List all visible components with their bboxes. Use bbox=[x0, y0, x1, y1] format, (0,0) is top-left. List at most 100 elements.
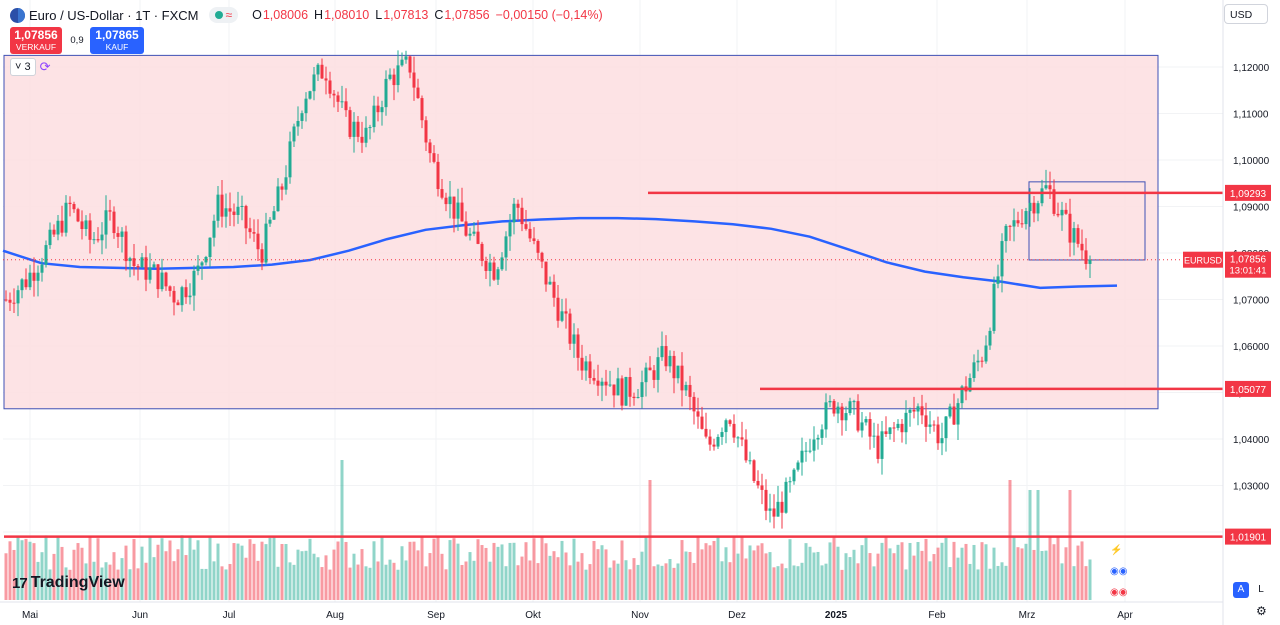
indicators-toggle[interactable]: ˅ 3 ⟳ bbox=[10, 58, 51, 76]
candle-body bbox=[488, 262, 492, 271]
auto-scale-button[interactable]: A bbox=[1233, 582, 1249, 598]
candle-body bbox=[1080, 243, 1084, 251]
volume-bar bbox=[60, 546, 64, 600]
candle-body bbox=[232, 211, 236, 215]
candle-body bbox=[180, 287, 184, 306]
candle-body bbox=[660, 346, 664, 358]
candle-body bbox=[996, 276, 1000, 284]
candle-body bbox=[580, 357, 584, 371]
rectangle-zone bbox=[3, 54, 1159, 410]
us-event-icon[interactable]: ◉◉ bbox=[1110, 587, 1128, 598]
candle-body bbox=[736, 437, 740, 439]
log-scale-button[interactable]: L bbox=[1258, 584, 1264, 595]
candle-body bbox=[820, 429, 824, 438]
candle-body bbox=[356, 121, 360, 137]
candle-body bbox=[668, 355, 672, 367]
buy-button[interactable]: 1,07865 KAUF bbox=[90, 27, 144, 54]
change-value: −0,00150 (−0,14%) bbox=[495, 8, 603, 22]
volume-bar bbox=[600, 545, 604, 600]
candle-body bbox=[220, 194, 224, 217]
candle-body bbox=[636, 397, 640, 399]
candle-body bbox=[324, 78, 328, 81]
time-tick-label: Jun bbox=[132, 610, 148, 621]
volume-bar bbox=[812, 552, 816, 600]
volume-bar bbox=[684, 551, 688, 600]
candle-body bbox=[48, 229, 52, 246]
candle-body bbox=[504, 236, 508, 258]
candle-body bbox=[160, 272, 164, 290]
sell-button[interactable]: 1,07856 VERKAUF bbox=[10, 27, 62, 54]
candle-body bbox=[628, 377, 632, 397]
currency-selector[interactable]: USD bbox=[1224, 4, 1268, 24]
indicators-count[interactable]: ˅ 3 bbox=[10, 58, 36, 76]
candle-body bbox=[1016, 220, 1020, 224]
volume-bar bbox=[756, 545, 760, 600]
volume-bar bbox=[224, 569, 228, 600]
candle-body bbox=[132, 258, 136, 267]
volume-bar bbox=[232, 543, 236, 600]
candle-body bbox=[740, 437, 744, 440]
time-tick-label: Mai bbox=[22, 610, 38, 621]
volume-bar bbox=[852, 549, 856, 600]
candle-body bbox=[728, 420, 732, 424]
candle-body bbox=[212, 220, 216, 238]
candle-body bbox=[768, 508, 772, 511]
volume-bar bbox=[1008, 480, 1012, 600]
candle-body bbox=[416, 87, 420, 99]
refresh-icon[interactable]: ⟳ bbox=[39, 59, 51, 74]
tradingview-logo[interactable]: 17 TradingView bbox=[12, 574, 125, 592]
volume-bar bbox=[12, 549, 16, 600]
market-status-badge[interactable]: ≈ bbox=[208, 7, 239, 23]
candle-body bbox=[572, 334, 576, 344]
candle-body bbox=[856, 401, 860, 431]
volume-bar bbox=[928, 561, 932, 600]
volume-bar bbox=[364, 566, 368, 600]
candle-body bbox=[256, 233, 260, 250]
gear-icon[interactable]: ⚙ bbox=[1256, 604, 1267, 618]
candle-body bbox=[576, 334, 580, 358]
candle-body bbox=[976, 360, 980, 363]
candle-body bbox=[776, 501, 780, 517]
candle-body bbox=[300, 113, 304, 121]
volume-bar bbox=[784, 568, 788, 600]
price-tick-label: 1,12000 bbox=[1233, 63, 1270, 74]
level-tag bbox=[1225, 528, 1271, 545]
volume-bar bbox=[440, 553, 444, 600]
volume-bar bbox=[332, 549, 336, 600]
candle-body bbox=[428, 142, 432, 154]
candle-body bbox=[972, 362, 976, 379]
candle-body bbox=[688, 384, 692, 397]
volume-bar bbox=[564, 552, 568, 600]
candle-body bbox=[36, 272, 40, 281]
volume-bar bbox=[612, 560, 616, 600]
candle-body bbox=[172, 290, 176, 303]
symbol-title[interactable]: Euro / US-Dollar · 1T · FXCM bbox=[29, 7, 199, 23]
candle-body bbox=[440, 189, 444, 198]
candle-body bbox=[480, 243, 484, 261]
volume-bar bbox=[876, 553, 880, 600]
economic-event-icon[interactable]: ◉◉ bbox=[1110, 566, 1128, 577]
volume-bar bbox=[112, 552, 116, 600]
candle-body bbox=[656, 357, 660, 380]
volume-bar bbox=[664, 563, 668, 600]
candle-body bbox=[136, 266, 140, 268]
volume-bar bbox=[152, 557, 156, 600]
candle-body bbox=[84, 220, 88, 230]
candle-body bbox=[772, 508, 776, 517]
candle-body bbox=[252, 232, 256, 234]
volume-bar bbox=[220, 566, 224, 600]
candle-body bbox=[144, 257, 148, 280]
volume-bar bbox=[204, 568, 208, 600]
lightning-event-icon[interactable]: ⚡ bbox=[1110, 545, 1123, 556]
volume-bar bbox=[860, 545, 864, 600]
volume-bar bbox=[712, 540, 716, 600]
volume-bar bbox=[716, 536, 720, 600]
candle-body bbox=[816, 437, 820, 440]
candle-body bbox=[20, 279, 24, 291]
candle-body bbox=[1048, 185, 1052, 190]
volume-bar bbox=[72, 549, 76, 600]
volume-bar bbox=[580, 553, 584, 600]
candle-body bbox=[476, 231, 480, 244]
candle-body bbox=[340, 101, 344, 103]
